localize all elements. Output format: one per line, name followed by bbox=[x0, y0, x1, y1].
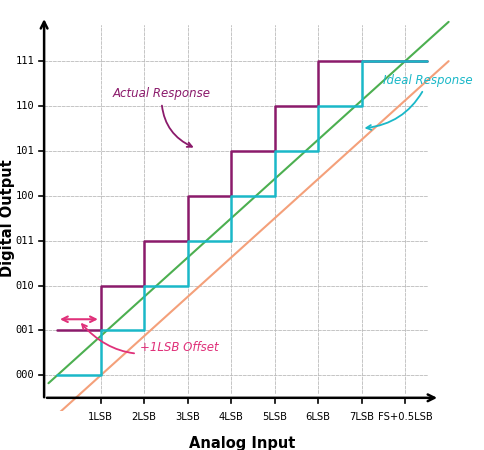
Text: 4LSB: 4LSB bbox=[219, 412, 243, 422]
Text: 1LSB: 1LSB bbox=[88, 412, 113, 422]
Text: 001: 001 bbox=[16, 325, 34, 336]
Text: 5LSB: 5LSB bbox=[262, 412, 287, 422]
Text: 011: 011 bbox=[16, 236, 34, 246]
Text: +1LSB Offset: +1LSB Offset bbox=[82, 324, 218, 354]
Text: 100: 100 bbox=[16, 191, 34, 201]
Text: 2LSB: 2LSB bbox=[132, 412, 157, 422]
Text: 110: 110 bbox=[16, 101, 34, 111]
Text: Digital Output: Digital Output bbox=[0, 159, 15, 277]
Text: Ideal Response: Ideal Response bbox=[366, 74, 473, 130]
Text: 7LSB: 7LSB bbox=[349, 412, 374, 422]
Text: Actual Response: Actual Response bbox=[113, 87, 211, 147]
Text: 101: 101 bbox=[16, 146, 34, 156]
Text: FS+0.5LSB: FS+0.5LSB bbox=[378, 412, 433, 422]
Text: 111: 111 bbox=[16, 56, 34, 66]
Text: 000: 000 bbox=[16, 370, 34, 380]
Text: 010: 010 bbox=[16, 281, 34, 291]
Text: 6LSB: 6LSB bbox=[305, 412, 331, 422]
Text: 3LSB: 3LSB bbox=[175, 412, 200, 422]
Text: Analog Input: Analog Input bbox=[189, 436, 295, 450]
